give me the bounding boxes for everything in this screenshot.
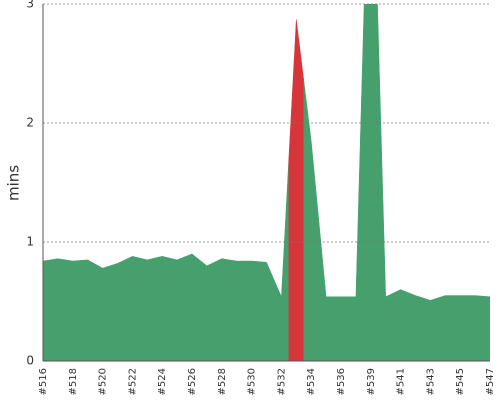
- area-segment: [169, 256, 185, 361]
- y-tick-label: 1: [26, 235, 34, 249]
- area-segment: [363, 4, 379, 361]
- area-segment: [243, 260, 260, 361]
- area-segment: [154, 256, 170, 361]
- area-segment: [422, 297, 439, 361]
- area-segment: [303, 80, 319, 361]
- area-segment: [273, 158, 290, 361]
- area-segment: [378, 31, 394, 361]
- x-tick-label: #528: [217, 368, 228, 395]
- x-tick-label: #547: [485, 368, 496, 395]
- area-segment: [50, 258, 66, 361]
- x-tick-label: #526: [187, 368, 198, 395]
- area-segment: [437, 295, 453, 361]
- area-segment: [214, 258, 230, 361]
- area-segment: [65, 259, 81, 361]
- x-tick-label: #530: [247, 368, 258, 395]
- area-segment: [318, 218, 334, 361]
- area-segment: [139, 257, 155, 361]
- y-tick-label: 2: [26, 116, 34, 130]
- area-segment: [348, 31, 364, 361]
- x-tick-label: #516: [38, 368, 49, 395]
- x-tick-label: #541: [396, 368, 407, 395]
- x-tick-label: #520: [98, 368, 109, 395]
- area-segment: [407, 292, 424, 361]
- area-segment: [229, 259, 245, 361]
- area-segment: [94, 263, 111, 361]
- x-tick-label: #534: [306, 368, 317, 395]
- area-segment: [80, 259, 96, 361]
- x-tick-label: #543: [425, 368, 436, 395]
- x-tick-label: #539: [366, 368, 377, 395]
- x-tick-label: #536: [336, 368, 347, 395]
- area-segment: [109, 259, 126, 361]
- area-segment: [124, 256, 141, 361]
- area-segment: [333, 296, 349, 361]
- x-tick-label: #518: [68, 368, 79, 395]
- x-tick-label: #545: [455, 368, 466, 395]
- area-segment: [467, 295, 483, 361]
- y-axis-label: mins: [5, 165, 23, 201]
- area-segment: [482, 295, 490, 361]
- area-segment: [184, 253, 200, 361]
- area-segment: [452, 295, 468, 361]
- y-tick-label: 3: [26, 0, 34, 11]
- x-tick-label: #522: [127, 368, 138, 395]
- area-segment: [392, 289, 409, 361]
- plot-area: [43, 4, 490, 361]
- x-tick-label: #524: [157, 368, 168, 395]
- area-segment: [199, 259, 215, 361]
- area-segment: [288, 19, 304, 361]
- x-tick-label: #532: [276, 368, 287, 395]
- y-tick-label: 0: [26, 354, 34, 368]
- area-segment: [43, 259, 51, 361]
- area-segment: [258, 261, 275, 361]
